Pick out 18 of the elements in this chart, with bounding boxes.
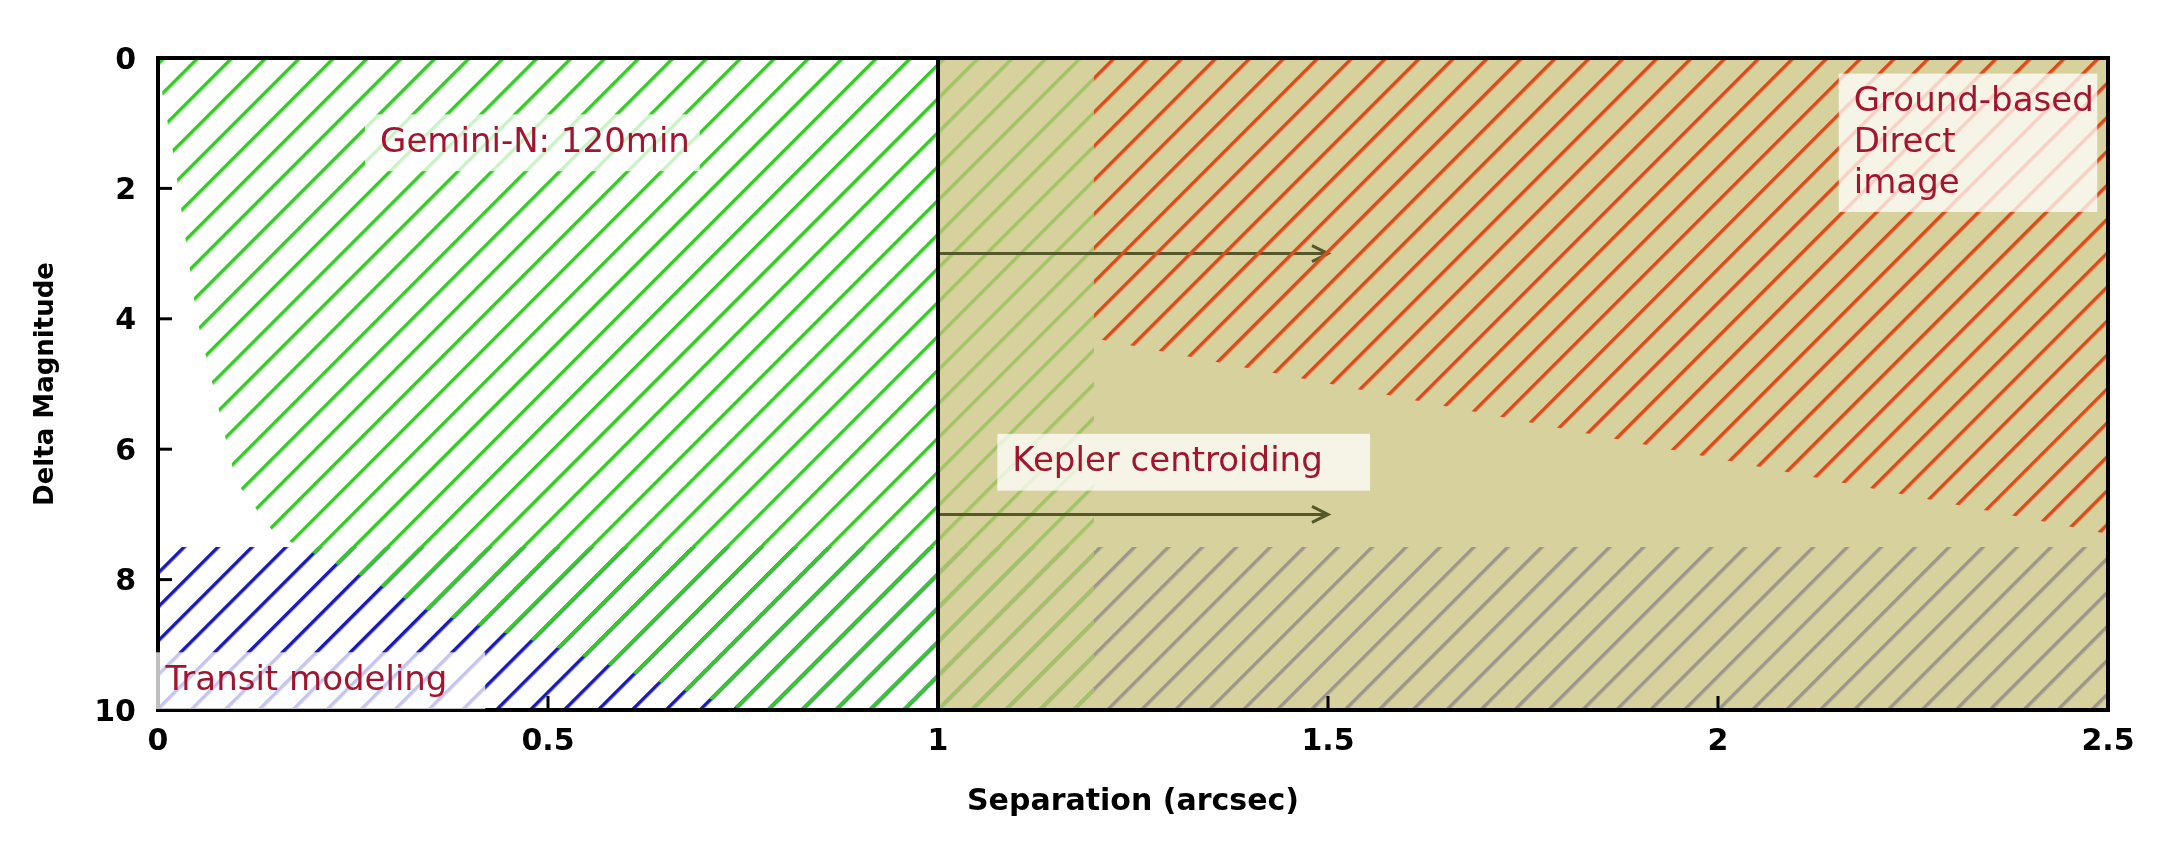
x-tick-label: 2.5 [2081,722,2135,757]
y-tick-label: 2 [115,170,136,206]
y-tick-label: 6 [115,431,136,467]
series-label: Ground-based Direct image [1853,79,2094,201]
band-label: Transit modeling [164,657,448,698]
x-tick-label: 1.5 [1301,722,1355,757]
y-tick-label: 10 [94,692,136,728]
x-tick-label: 0 [147,722,169,757]
series-label: Gemini-N: 120min [380,119,690,160]
band-label: Kepler centroiding [1012,439,1323,480]
x-tick-label: 0.5 [521,722,575,757]
y-tick-label: 4 [115,301,136,337]
y-tick-label: 8 [115,562,136,598]
x-tick-label: 2 [1707,722,1729,757]
y-tick-label: 0 [115,40,136,76]
y-axis-title: Delta Magnitude [29,262,59,506]
x-tick-label: 1 [927,722,949,757]
x-axis-title: Separation (arcsec) [967,782,1299,817]
